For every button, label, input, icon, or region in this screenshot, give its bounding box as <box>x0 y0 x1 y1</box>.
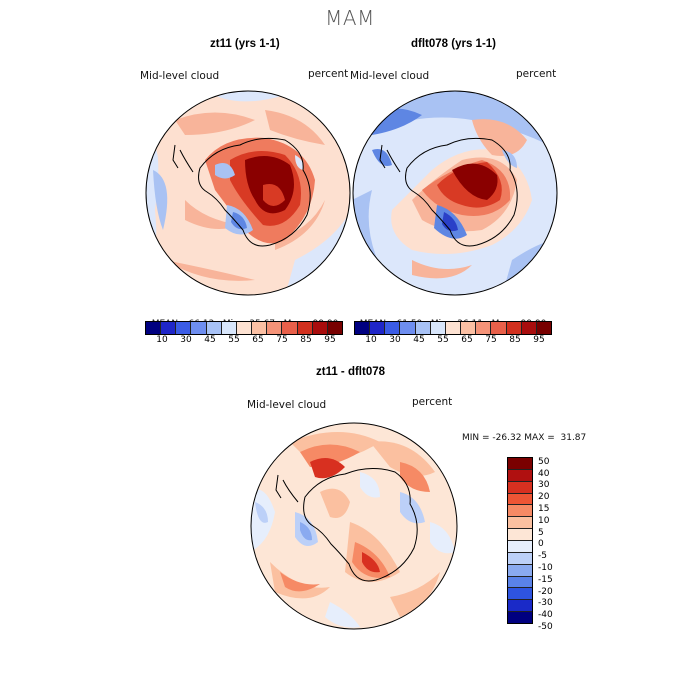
panel-3-minmax-text: MIN = -26.32 MAX = 31.87 <box>462 433 587 443</box>
colorbar-tick-label: -10 <box>538 562 553 573</box>
panel-3-polar-map <box>250 422 458 630</box>
colorbar-swatch <box>445 322 462 334</box>
colorbar-tick-label: 30 <box>538 480 550 491</box>
panel-1-colorbar: 10 30 45 55 65 75 85 95 <box>145 321 343 345</box>
colorbar-swatch <box>521 322 537 334</box>
panel-2-polar-map <box>352 90 558 296</box>
colorbar-tick-label: 75 <box>276 335 288 345</box>
colorbar-tick-label: 10 <box>365 335 377 345</box>
colorbar-swatch <box>267 322 283 334</box>
colorbar-tick-label: 75 <box>485 335 497 345</box>
colorbar-swatch <box>355 322 371 334</box>
colorbar-swatch <box>146 322 162 334</box>
colorbar-swatch <box>508 576 532 589</box>
panel-3-title: zt11 - dflt078 <box>316 366 386 378</box>
colorbar-swatch <box>206 322 222 334</box>
colorbar-swatch <box>508 588 532 601</box>
colorbar-swatch <box>476 322 492 334</box>
colorbar-tick-label: 45 <box>413 335 425 345</box>
colorbar-tick-label: 85 <box>300 335 312 345</box>
colorbar-tick-label: 55 <box>437 335 449 345</box>
colorbar-swatch <box>297 322 313 334</box>
figure-title: MAM <box>325 6 375 30</box>
colorbar-swatch <box>508 469 532 482</box>
colorbar-swatch <box>327 322 343 334</box>
panel-3-colorbar <box>507 457 533 624</box>
colorbar-tick-label: 85 <box>509 335 521 345</box>
colorbar-swatch <box>415 322 431 334</box>
colorbar-swatch <box>508 541 532 553</box>
colorbar-swatch <box>282 322 298 334</box>
colorbar-swatch <box>508 493 532 506</box>
colorbar-tick-label: 65 <box>461 335 473 345</box>
colorbar-tick-label: 55 <box>228 335 240 345</box>
panel-1-polar-map <box>145 90 351 296</box>
colorbar-tick-label: -5 <box>538 551 547 562</box>
colorbar-tick-label: -15 <box>538 574 553 585</box>
colorbar-swatch <box>508 458 532 470</box>
colorbar-swatch <box>236 322 253 334</box>
colorbar-swatch <box>221 322 237 334</box>
colorbar-swatch <box>508 481 532 494</box>
colorbar-swatch <box>400 322 416 334</box>
colorbar-swatch <box>508 600 532 613</box>
colorbar-swatch <box>508 517 532 530</box>
panel-3-variable-label: Mid-level cloud <box>247 399 327 411</box>
colorbar-tick-label: 95 <box>324 335 336 345</box>
colorbar-tick-label: 15 <box>538 504 550 515</box>
colorbar-tick-label: 30 <box>180 335 192 345</box>
colorbar-tick-label: 10 <box>538 515 550 526</box>
colorbar-swatch <box>430 322 446 334</box>
colorbar-tick-label: 5 <box>538 527 544 538</box>
panel-1-title: zt11 (yrs 1-1) <box>210 38 280 50</box>
panel-2-title: dflt078 (yrs 1-1) <box>411 38 497 50</box>
panel-2-variable-label: Mid-level cloud <box>350 70 430 82</box>
colorbar-tick-label: 20 <box>538 492 550 503</box>
colorbar-swatch <box>191 322 207 334</box>
colorbar-tick-label: -30 <box>538 598 553 609</box>
colorbar-tick-label: 30 <box>389 335 401 345</box>
colorbar-tick-label: 0 <box>538 539 544 550</box>
colorbar-tick-label: 65 <box>252 335 264 345</box>
panel-3-units-label: percent <box>412 396 453 408</box>
panel-1-variable-label: Mid-level cloud <box>140 70 220 82</box>
colorbar-swatch <box>385 322 401 334</box>
colorbar-tick-label: 40 <box>538 468 550 479</box>
colorbar-swatch <box>252 322 268 334</box>
colorbar-swatch <box>491 322 507 334</box>
panel-3-colorbar-ticks: 50 40 30 20 15 10 5 0 -5 -10 -15 -20 -30 -40 -50 <box>538 456 578 632</box>
colorbar-swatch <box>506 322 522 334</box>
colorbar-swatch <box>161 322 177 334</box>
colorbar-swatch <box>176 322 192 334</box>
panel-2-units-label: percent <box>516 68 557 80</box>
colorbar-tick-label: 95 <box>533 335 545 345</box>
colorbar-swatch <box>508 505 532 518</box>
colorbar-tick-label: 45 <box>204 335 216 345</box>
colorbar-tick-label: -50 <box>538 621 553 632</box>
panel-1-units-label: percent <box>308 68 349 80</box>
colorbar-swatch <box>536 322 552 334</box>
colorbar-tick-label: -20 <box>538 586 553 597</box>
colorbar-tick-label: 50 <box>538 456 550 467</box>
colorbar-swatch <box>370 322 386 334</box>
colorbar-tick-label: 10 <box>156 335 168 345</box>
colorbar-tick-label: -40 <box>538 610 553 621</box>
colorbar-swatch <box>461 322 477 334</box>
colorbar-swatch <box>508 552 532 565</box>
colorbar-swatch <box>508 612 532 624</box>
colorbar-swatch <box>312 322 328 334</box>
panel-2-colorbar: 10 30 45 55 65 75 85 95 <box>354 321 552 345</box>
colorbar-swatch <box>508 529 532 542</box>
colorbar-swatch <box>508 564 532 577</box>
